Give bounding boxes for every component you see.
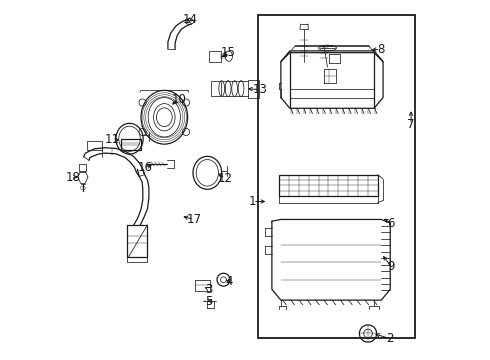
- Text: 5: 5: [205, 295, 213, 308]
- Text: 18: 18: [66, 171, 80, 184]
- Bar: [279, 175, 378, 196]
- Text: 2: 2: [386, 332, 393, 345]
- Bar: [247, 80, 259, 98]
- Text: 10: 10: [171, 93, 186, 106]
- Bar: [209, 51, 220, 62]
- Text: 11: 11: [105, 133, 120, 146]
- Text: 17: 17: [187, 213, 201, 226]
- Bar: [126, 225, 147, 257]
- Bar: [87, 140, 101, 149]
- Text: 7: 7: [407, 118, 415, 131]
- Text: 4: 4: [225, 275, 233, 288]
- Text: 6: 6: [388, 216, 395, 230]
- Bar: [258, 15, 416, 338]
- Bar: [195, 280, 210, 291]
- Text: 12: 12: [218, 172, 233, 185]
- Bar: [211, 81, 221, 96]
- Text: 8: 8: [377, 42, 384, 55]
- Text: 3: 3: [205, 283, 213, 296]
- Text: 15: 15: [220, 46, 235, 59]
- Text: 1: 1: [249, 195, 257, 208]
- Text: 9: 9: [388, 260, 395, 273]
- Bar: [122, 139, 141, 149]
- Text: 13: 13: [253, 83, 268, 96]
- Text: 16: 16: [138, 161, 153, 174]
- Text: 14: 14: [183, 13, 198, 26]
